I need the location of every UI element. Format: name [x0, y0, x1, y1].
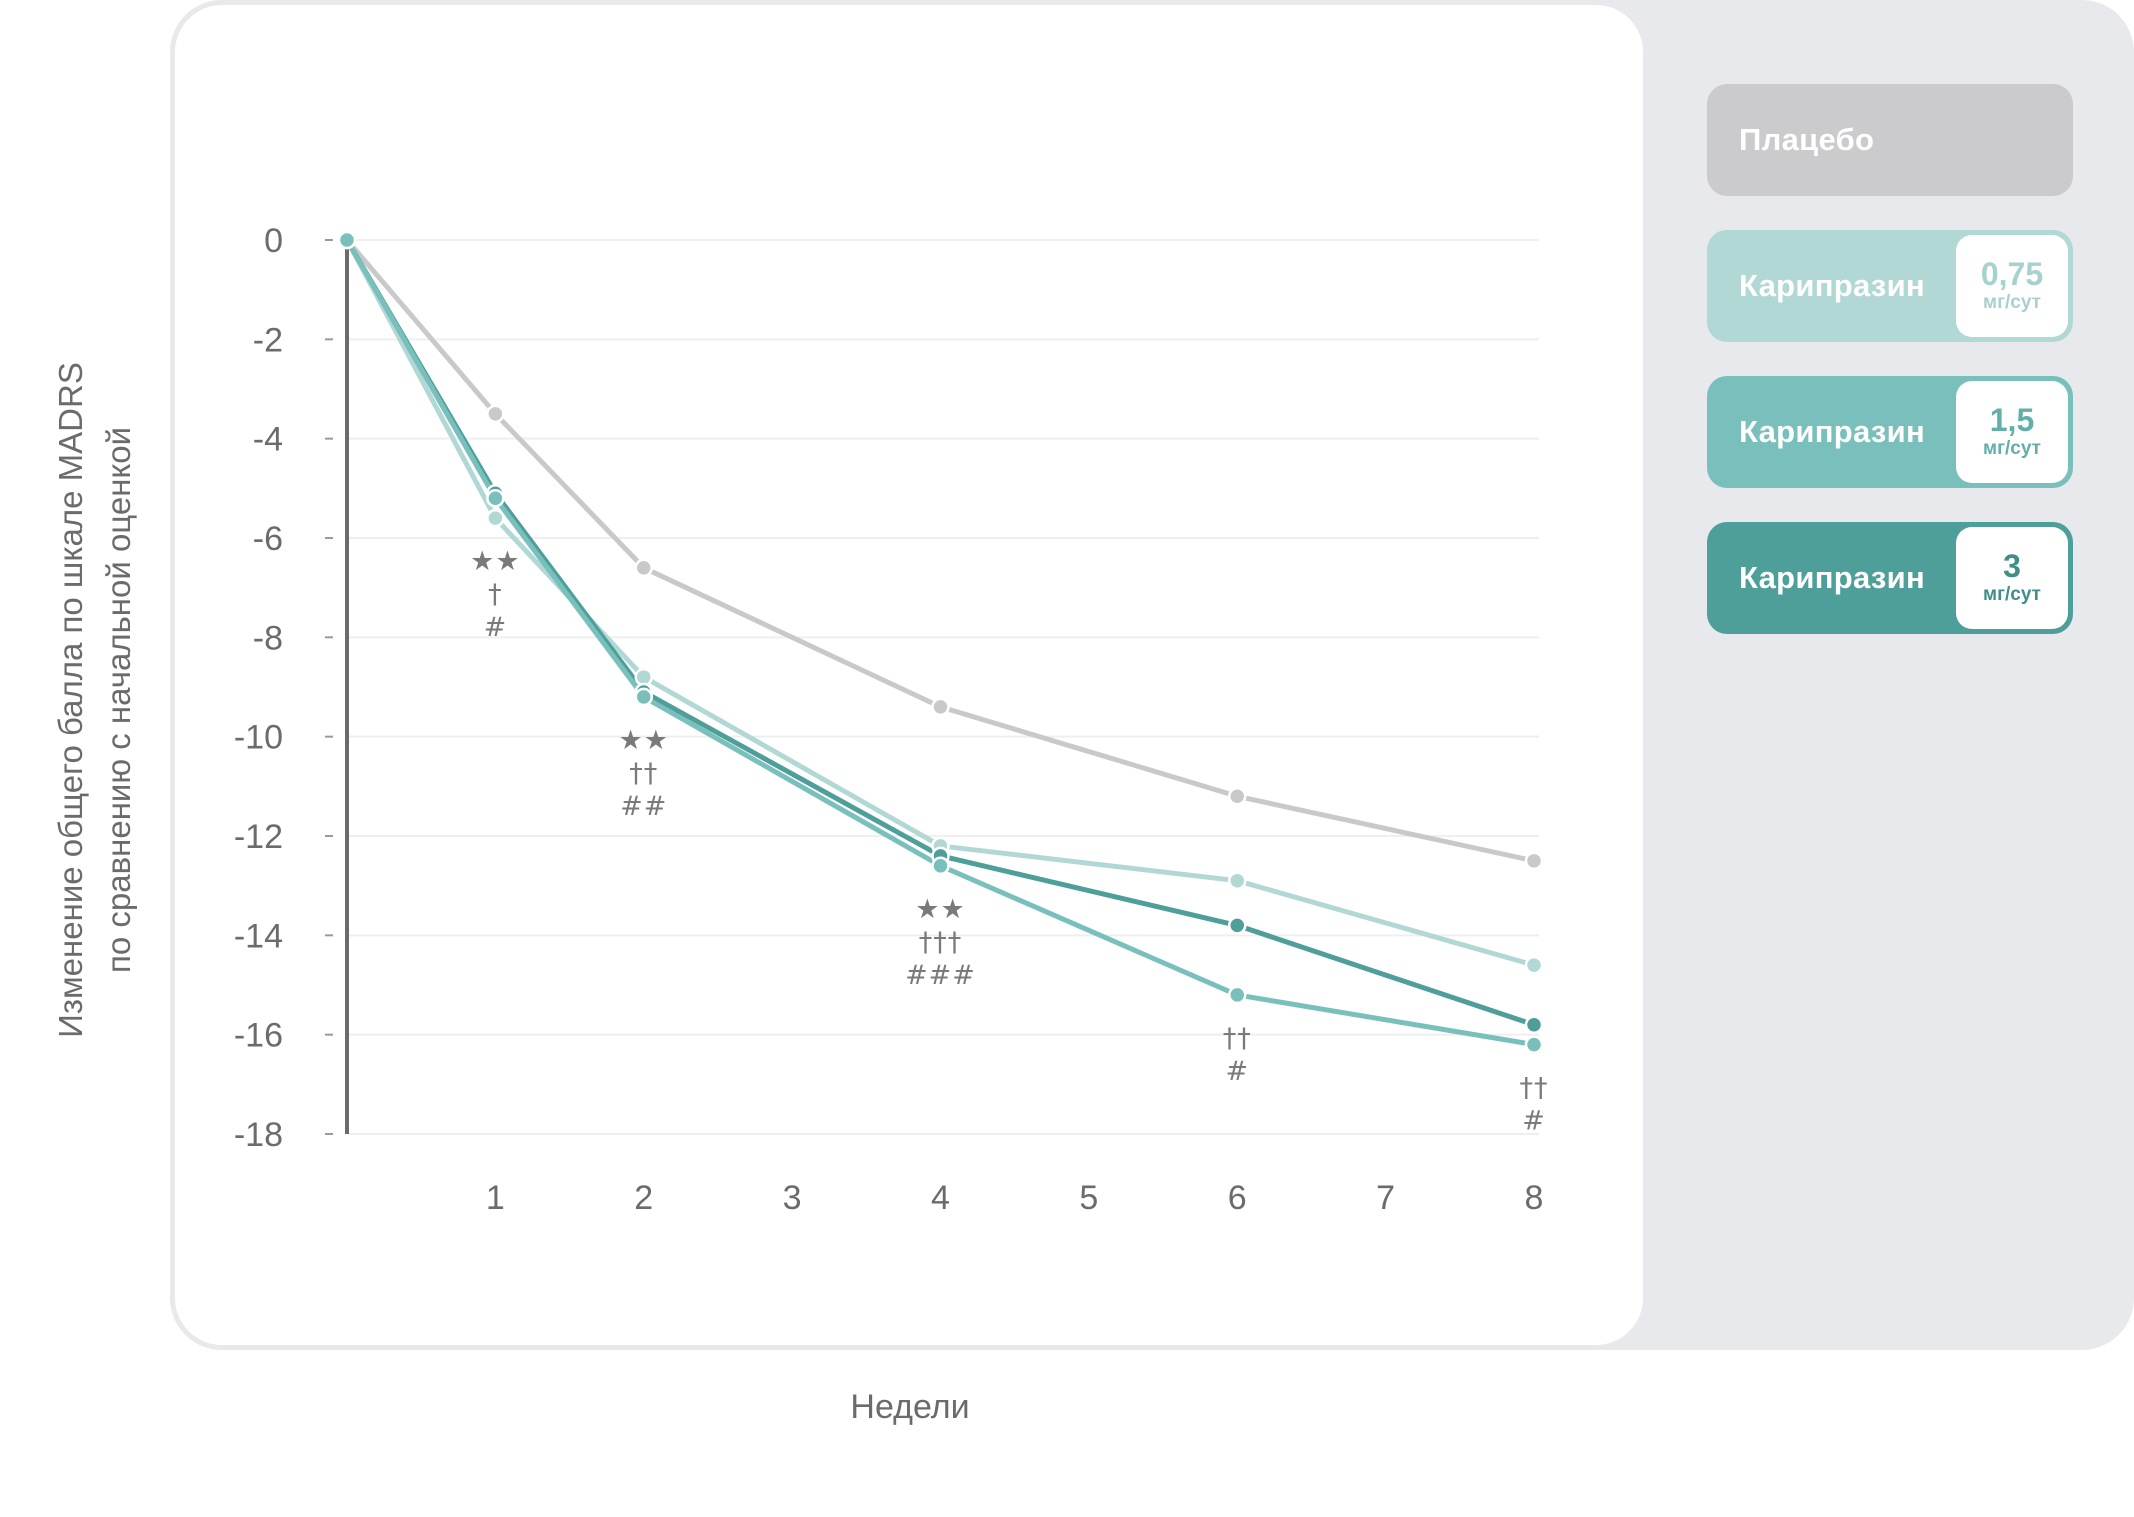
dose-value: 1,5 — [1989, 402, 2035, 438]
data-point — [486, 404, 505, 424]
series-line — [344, 237, 1537, 968]
series-line — [344, 237, 1537, 864]
data-point — [1228, 787, 1247, 806]
data-point — [1524, 955, 1544, 975]
data-point — [1524, 1015, 1544, 1034]
x-tick-label: 1 — [486, 1179, 505, 1217]
significance-annotation: ## — [620, 791, 667, 822]
dose-unit: мг/сут — [1983, 584, 2041, 605]
data-point — [337, 230, 357, 250]
data-point — [486, 489, 505, 508]
dose-badge: 1,5 мг/сут — [1956, 381, 2068, 483]
data-point — [931, 697, 950, 717]
significance-annotation: †† — [1520, 1073, 1549, 1104]
dose-badge: 0,75 мг/сут — [1956, 235, 2068, 337]
significance-annotation: # — [1522, 1106, 1546, 1137]
dose-unit: мг/сут — [1983, 438, 2041, 459]
legend-item-cariprazine-1-5: Карипразин 1,5 мг/сут — [1707, 376, 2073, 488]
x-tick-label: 7 — [1376, 1179, 1395, 1217]
data-point — [1228, 985, 1247, 1005]
significance-annotation: † — [488, 579, 503, 610]
dose-value: 0,75 — [1980, 256, 2044, 292]
x-tick-label: 3 — [783, 1179, 802, 1217]
significance-annotation: # — [484, 612, 508, 643]
y-tick-label: -2 — [253, 321, 283, 359]
x-tick-label: 6 — [1228, 1179, 1247, 1217]
y-axis-title-line-2: по сравнению с начальной оценкой — [100, 426, 137, 974]
y-tick-label: -12 — [234, 818, 283, 856]
significance-annotation: †† — [629, 758, 658, 789]
y-tick-label: -4 — [253, 421, 283, 459]
y-tick-label: -18 — [234, 1116, 283, 1154]
legend-item-cariprazine-3: Карипразин 3 мг/сут — [1707, 522, 2073, 634]
dose-badge: 3 мг/сут — [1956, 527, 2068, 629]
data-point — [634, 687, 653, 707]
data-point — [634, 667, 653, 687]
x-tick-label: 5 — [1079, 1179, 1098, 1217]
significance-annotation: # — [1225, 1056, 1249, 1087]
legend-label: Карипразин — [1739, 414, 1926, 449]
significance-annotation: ††† — [919, 927, 963, 958]
data-point — [931, 856, 950, 876]
data-point — [1228, 916, 1247, 935]
plot-card — [170, 0, 1648, 1350]
significance-annotation: ★★ — [619, 725, 669, 756]
x-tick-label: 4 — [931, 1179, 950, 1217]
legend-item-placebo: Плацебо — [1707, 84, 2073, 196]
legend-label: Карипразин — [1739, 560, 1926, 595]
y-tick-label: -6 — [253, 520, 283, 558]
significance-annotation: ★★ — [470, 546, 520, 577]
y-tick-label: -16 — [234, 1017, 283, 1055]
significance-annotation: ★★ — [915, 894, 965, 925]
legend-item-cariprazine-0-75: Карипразин 0,75 мг/сут — [1707, 230, 2073, 342]
x-tick-label: 8 — [1525, 1179, 1544, 1217]
y-axis-title-line-1: Изменение общего балла по шкале MADRS — [52, 362, 89, 1038]
dose-value: 3 — [2003, 548, 2021, 584]
y-tick-label: 0 — [264, 222, 283, 260]
series-line — [344, 237, 1537, 1048]
significance-annotation: ### — [905, 960, 976, 991]
legend-label: Карипразин — [1739, 268, 1926, 303]
significance-annotation: †† — [1223, 1023, 1252, 1054]
dose-unit: мг/сут — [1983, 292, 2041, 313]
x-tick-label: 2 — [634, 1179, 653, 1217]
legend-label: Плацебо — [1739, 122, 1875, 157]
y-axis-title: Изменение общего балла по шкале MADRS по… — [47, 200, 143, 1200]
data-point — [1524, 1035, 1544, 1054]
y-tick-label: -8 — [253, 619, 283, 657]
y-tick-label: -14 — [234, 917, 283, 955]
data-point — [486, 508, 505, 528]
data-point — [1524, 851, 1544, 871]
data-point — [1228, 871, 1247, 890]
data-point — [634, 558, 653, 578]
x-axis-title: Недели — [850, 1388, 970, 1426]
y-tick-label: -10 — [234, 719, 283, 757]
